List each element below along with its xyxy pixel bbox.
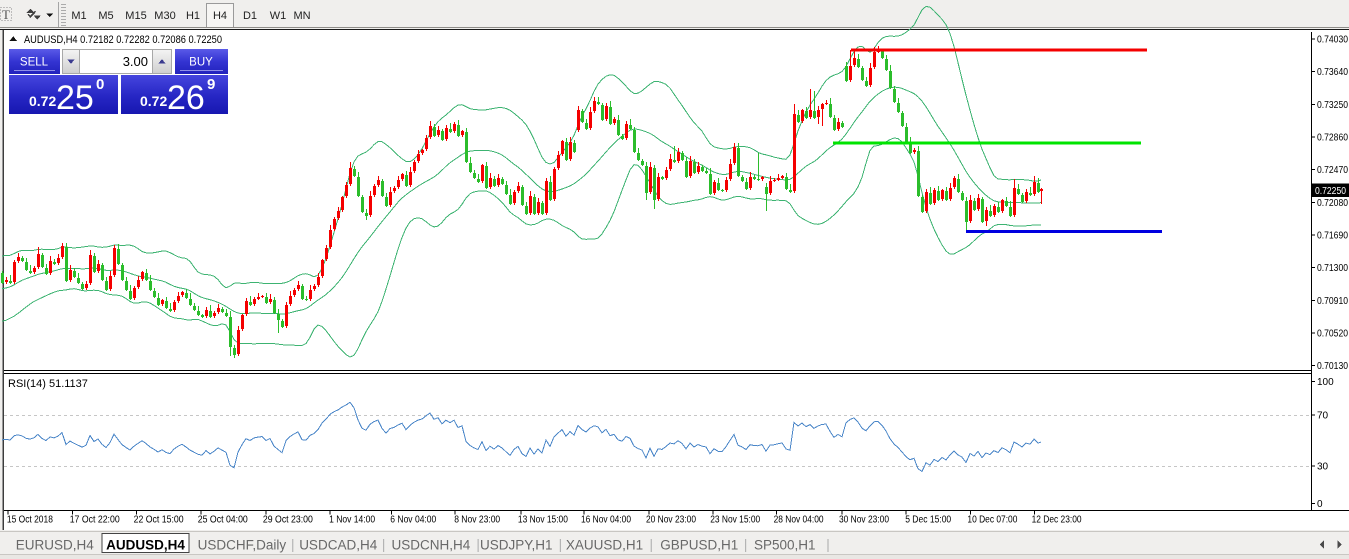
svg-text:T: T bbox=[2, 7, 10, 22]
svg-text:0.74030: 0.74030 bbox=[1317, 35, 1348, 46]
svg-text:W1: W1 bbox=[270, 10, 287, 22]
svg-text:|: | bbox=[476, 537, 480, 552]
svg-text:0.70130: 0.70130 bbox=[1317, 361, 1348, 372]
svg-text:M5: M5 bbox=[98, 10, 113, 22]
svg-text:15 Oct 2018: 15 Oct 2018 bbox=[7, 515, 53, 526]
svg-text:0.72860: 0.72860 bbox=[1317, 133, 1348, 144]
svg-text:17 Oct 22:00: 17 Oct 22:00 bbox=[70, 515, 120, 526]
svg-text:9: 9 bbox=[207, 76, 215, 93]
svg-text:29 Oct 23:00: 29 Oct 23:00 bbox=[263, 515, 313, 526]
svg-text:|: | bbox=[382, 537, 386, 552]
svg-text:3.00: 3.00 bbox=[123, 54, 148, 69]
svg-text:8 Nov 23:00: 8 Nov 23:00 bbox=[454, 515, 500, 526]
svg-text:MN: MN bbox=[293, 10, 310, 22]
svg-text:13 Nov 15:00: 13 Nov 15:00 bbox=[518, 515, 568, 526]
svg-text:GBPUSD,H1: GBPUSD,H1 bbox=[660, 538, 738, 553]
svg-text:USDCHF,Daily: USDCHF,Daily bbox=[198, 538, 287, 553]
svg-text:0.70520: 0.70520 bbox=[1317, 329, 1348, 340]
svg-text:12 Dec 23:00: 12 Dec 23:00 bbox=[1032, 515, 1082, 526]
svg-text:BUY: BUY bbox=[189, 57, 213, 69]
svg-text:30: 30 bbox=[1317, 462, 1329, 473]
svg-text:USDCNH,H4: USDCNH,H4 bbox=[392, 538, 471, 553]
svg-text:30 Nov 23:00: 30 Nov 23:00 bbox=[839, 515, 889, 526]
svg-text:SELL: SELL bbox=[20, 57, 49, 69]
svg-text:USDJPY,H1: USDJPY,H1 bbox=[480, 538, 553, 553]
svg-text:25: 25 bbox=[56, 79, 94, 117]
svg-text:0: 0 bbox=[96, 76, 104, 93]
svg-text:|: | bbox=[826, 537, 830, 552]
svg-text:0.71690: 0.71690 bbox=[1317, 231, 1348, 242]
svg-text:USDCAD,H4: USDCAD,H4 bbox=[299, 538, 378, 553]
svg-text:0.72: 0.72 bbox=[140, 93, 167, 109]
svg-text:0.72: 0.72 bbox=[29, 93, 56, 109]
svg-text:H1: H1 bbox=[186, 10, 200, 22]
svg-text:28 Nov 04:00: 28 Nov 04:00 bbox=[774, 515, 824, 526]
svg-text:16 Nov 04:00: 16 Nov 04:00 bbox=[581, 515, 631, 526]
svg-text:|: | bbox=[744, 537, 748, 552]
svg-text:M15: M15 bbox=[125, 10, 146, 22]
svg-text:0.73250: 0.73250 bbox=[1317, 100, 1348, 111]
svg-text:0.72250: 0.72250 bbox=[1315, 186, 1346, 197]
svg-text:10 Dec 07:00: 10 Dec 07:00 bbox=[967, 515, 1017, 526]
svg-text:22 Oct 15:00: 22 Oct 15:00 bbox=[134, 515, 184, 526]
svg-text:EURUSD,H4: EURUSD,H4 bbox=[16, 538, 95, 553]
svg-text:25 Oct 04:00: 25 Oct 04:00 bbox=[198, 515, 248, 526]
svg-text:100: 100 bbox=[1317, 377, 1334, 388]
svg-text:H4: H4 bbox=[213, 10, 227, 22]
svg-text:70: 70 bbox=[1317, 411, 1329, 422]
svg-text:1 Nov 14:00: 1 Nov 14:00 bbox=[329, 515, 375, 526]
svg-text:23 Nov 15:00: 23 Nov 15:00 bbox=[710, 515, 760, 526]
svg-text:5 Dec 15:00: 5 Dec 15:00 bbox=[905, 515, 951, 526]
svg-text:0.70910: 0.70910 bbox=[1317, 296, 1348, 307]
svg-text:D1: D1 bbox=[243, 10, 257, 22]
svg-text:|: | bbox=[291, 537, 295, 552]
svg-text:0.72470: 0.72470 bbox=[1317, 165, 1348, 176]
svg-text:0: 0 bbox=[1317, 499, 1323, 510]
svg-text:|: | bbox=[650, 537, 654, 552]
svg-text:0.71300: 0.71300 bbox=[1317, 263, 1348, 274]
svg-text:0.72080: 0.72080 bbox=[1317, 198, 1348, 209]
svg-text:AUDUSD,H4: AUDUSD,H4 bbox=[106, 538, 185, 553]
svg-text:M30: M30 bbox=[154, 10, 175, 22]
svg-text:AUDUSD,H4 0.72182 0.72282 0.7: AUDUSD,H4 0.72182 0.72282 0.72086 0.7225… bbox=[24, 34, 222, 46]
svg-text:XAUUSD,H1: XAUUSD,H1 bbox=[566, 538, 643, 553]
svg-text:RSI(14) 51.1137: RSI(14) 51.1137 bbox=[8, 378, 88, 390]
svg-text:|: | bbox=[559, 537, 563, 552]
svg-text:0.73640: 0.73640 bbox=[1317, 67, 1348, 78]
svg-text:SP500,H1: SP500,H1 bbox=[754, 538, 816, 553]
svg-text:20 Nov 23:00: 20 Nov 23:00 bbox=[646, 515, 696, 526]
svg-text:26: 26 bbox=[167, 79, 205, 117]
svg-text:M1: M1 bbox=[71, 10, 86, 22]
svg-text:6 Nov 04:00: 6 Nov 04:00 bbox=[390, 515, 436, 526]
